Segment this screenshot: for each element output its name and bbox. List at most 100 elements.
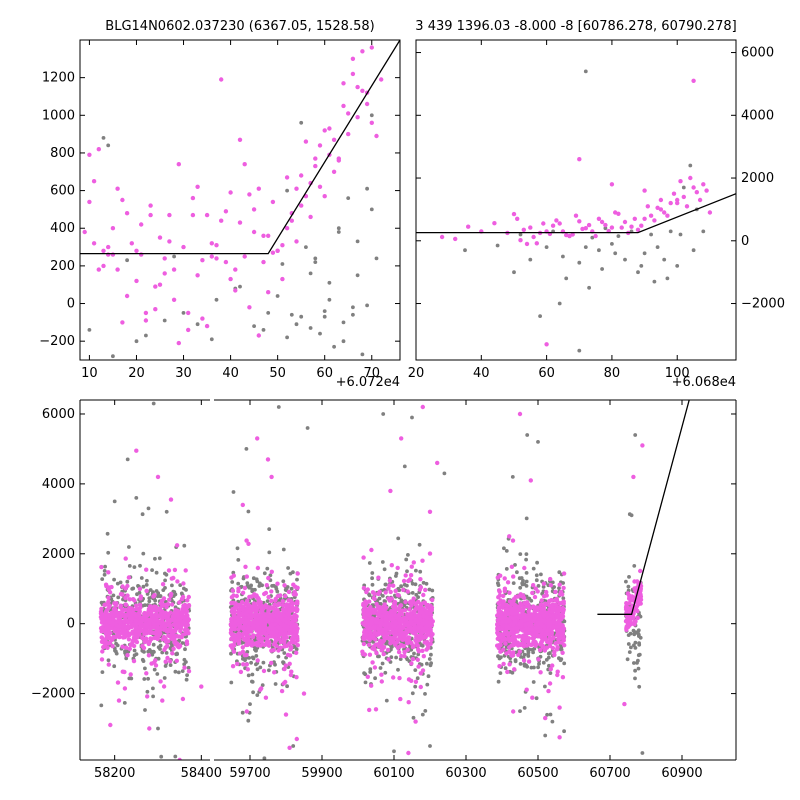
data-point-highlighted	[285, 612, 291, 617]
data-point-base	[649, 232, 653, 237]
data-point-highlighted	[534, 241, 539, 246]
data-point-base	[143, 708, 147, 712]
data-point-highlighted	[116, 628, 121, 633]
data-point-highlighted	[244, 709, 249, 714]
data-point-base	[261, 328, 266, 332]
data-point-base	[179, 591, 184, 596]
data-point-highlighted	[428, 619, 433, 624]
data-point-highlighted	[150, 625, 156, 630]
data-point-highlighted	[652, 218, 657, 223]
data-point-base	[254, 577, 259, 582]
data-point-highlighted	[495, 575, 500, 580]
data-point-highlighted	[547, 681, 553, 686]
plot-frame	[415, 39, 737, 361]
data-point-highlighted	[599, 219, 605, 225]
data-point-highlighted	[230, 588, 235, 593]
data-point-highlighted	[266, 233, 271, 238]
data-point-base	[430, 588, 435, 593]
data-point-highlighted	[129, 622, 134, 627]
data-point-highlighted	[412, 625, 417, 631]
data-point-highlighted	[256, 186, 261, 191]
data-point-highlighted	[704, 188, 709, 193]
data-point-highlighted	[541, 581, 547, 586]
data-point-base	[327, 297, 332, 302]
data-point-highlighted	[168, 593, 173, 598]
data-point-base	[522, 706, 527, 710]
data-point-highlighted	[126, 609, 132, 614]
data-point-base	[162, 676, 167, 680]
data-point-highlighted	[130, 629, 135, 634]
data-point-highlighted	[524, 241, 530, 247]
data-point-highlighted	[118, 612, 124, 617]
data-point-highlighted	[278, 639, 283, 645]
data-point-highlighted	[266, 606, 271, 611]
data-point-highlighted	[370, 660, 375, 665]
data-point-base	[280, 262, 285, 266]
data-point-highlighted	[280, 276, 285, 282]
data-point-highlighted	[107, 590, 113, 595]
data-point-highlighted	[392, 600, 398, 605]
data-point-base	[635, 661, 639, 665]
data-point-highlighted	[561, 585, 566, 591]
data-point-base	[370, 582, 375, 587]
data-point-base	[168, 646, 173, 651]
data-point-base	[625, 657, 630, 662]
data-point-base	[111, 354, 115, 359]
data-point-highlighted	[408, 573, 414, 578]
data-point-base	[627, 575, 631, 579]
data-point-base	[238, 284, 242, 289]
data-point-highlighted	[498, 649, 503, 654]
data-point-highlighted	[166, 618, 172, 623]
data-point-highlighted	[115, 619, 120, 624]
data-point-highlighted	[274, 643, 279, 649]
data-point-base	[374, 256, 379, 261]
data-point-base	[495, 243, 500, 248]
data-point-base	[163, 664, 168, 668]
data-point-highlighted	[262, 591, 267, 597]
data-point-base	[632, 632, 637, 637]
data-point-highlighted	[346, 131, 351, 137]
data-point-highlighted	[547, 599, 552, 604]
data-point-base	[355, 273, 360, 278]
data-point-base	[629, 645, 633, 650]
data-point-base	[118, 580, 123, 585]
data-point-base	[429, 661, 433, 666]
data-point-base	[341, 320, 346, 325]
data-point-highlighted	[416, 605, 421, 611]
data-point-highlighted	[388, 617, 394, 622]
data-point-base	[531, 650, 535, 655]
data-point-highlighted	[404, 636, 410, 641]
data-point-highlighted	[125, 620, 131, 625]
data-point-highlighted	[560, 630, 566, 635]
data-point-highlighted	[272, 602, 277, 607]
data-point-highlighted	[522, 565, 527, 571]
data-point-highlighted	[619, 225, 624, 230]
y-tick-label: 400	[50, 221, 75, 236]
data-point-highlighted	[180, 594, 186, 600]
data-point-highlighted	[496, 633, 501, 638]
data-point-highlighted	[547, 603, 552, 608]
data-point-highlighted	[184, 628, 190, 634]
x-tick-label: 50	[269, 366, 286, 381]
data-point-highlighted	[544, 342, 549, 347]
data-point-base	[178, 583, 183, 587]
data-point-highlighted	[186, 669, 192, 674]
data-point-highlighted	[681, 194, 686, 200]
data-point-base	[365, 186, 369, 191]
data-point-highlighted	[416, 637, 422, 643]
data-point-base	[229, 680, 234, 685]
data-point-base	[518, 232, 523, 237]
data-point-base	[463, 248, 467, 253]
data-point-highlighted	[118, 605, 123, 610]
data-point-highlighted	[91, 241, 97, 246]
data-point-highlighted	[421, 654, 426, 659]
data-point-highlighted	[181, 244, 186, 250]
data-point-base	[558, 658, 563, 663]
data-point-highlighted	[521, 658, 527, 663]
data-point-highlighted	[266, 626, 271, 631]
data-point-base	[285, 335, 289, 340]
data-point-highlighted	[159, 624, 164, 630]
data-point-base	[688, 163, 693, 168]
data-point-highlighted	[271, 613, 277, 619]
data-point-highlighted	[291, 606, 296, 612]
